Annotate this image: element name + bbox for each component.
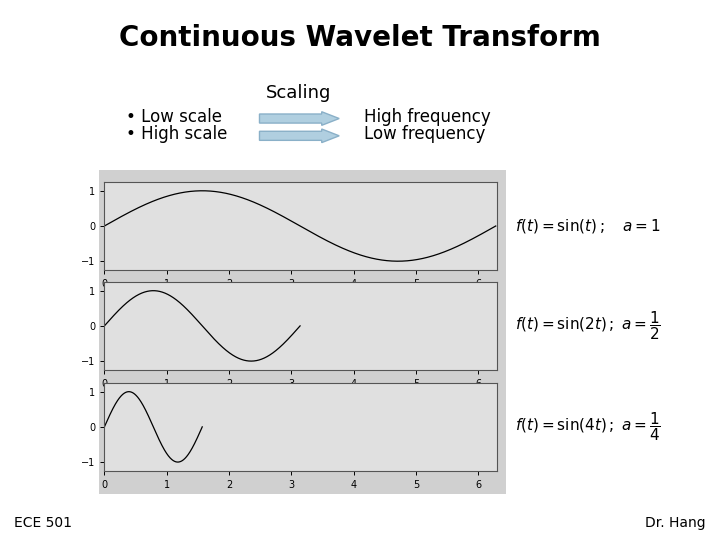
Text: $f(t) = \sin(2t)\,;\; a = \dfrac{1}{2}$: $f(t) = \sin(2t)\,;\; a = \dfrac{1}{2}$	[515, 309, 661, 342]
Text: Low frequency: Low frequency	[364, 125, 485, 143]
FancyArrow shape	[259, 129, 339, 143]
Text: ECE 501: ECE 501	[14, 516, 73, 530]
Text: • High scale: • High scale	[126, 125, 228, 143]
Text: Continuous Wavelet Transform: Continuous Wavelet Transform	[119, 24, 601, 52]
Text: • Low scale: • Low scale	[126, 108, 222, 126]
Text: $f(t) = \sin(4t)\,;\; a = \dfrac{1}{4}$: $f(t) = \sin(4t)\,;\; a = \dfrac{1}{4}$	[515, 410, 661, 443]
FancyArrow shape	[259, 112, 339, 125]
Text: High frequency: High frequency	[364, 108, 490, 126]
Text: $f(t) = \sin(t)\,;\quad a = 1$: $f(t) = \sin(t)\,;\quad a = 1$	[515, 217, 660, 235]
Text: Scaling: Scaling	[266, 84, 331, 102]
Text: Dr. Hang: Dr. Hang	[645, 516, 706, 530]
